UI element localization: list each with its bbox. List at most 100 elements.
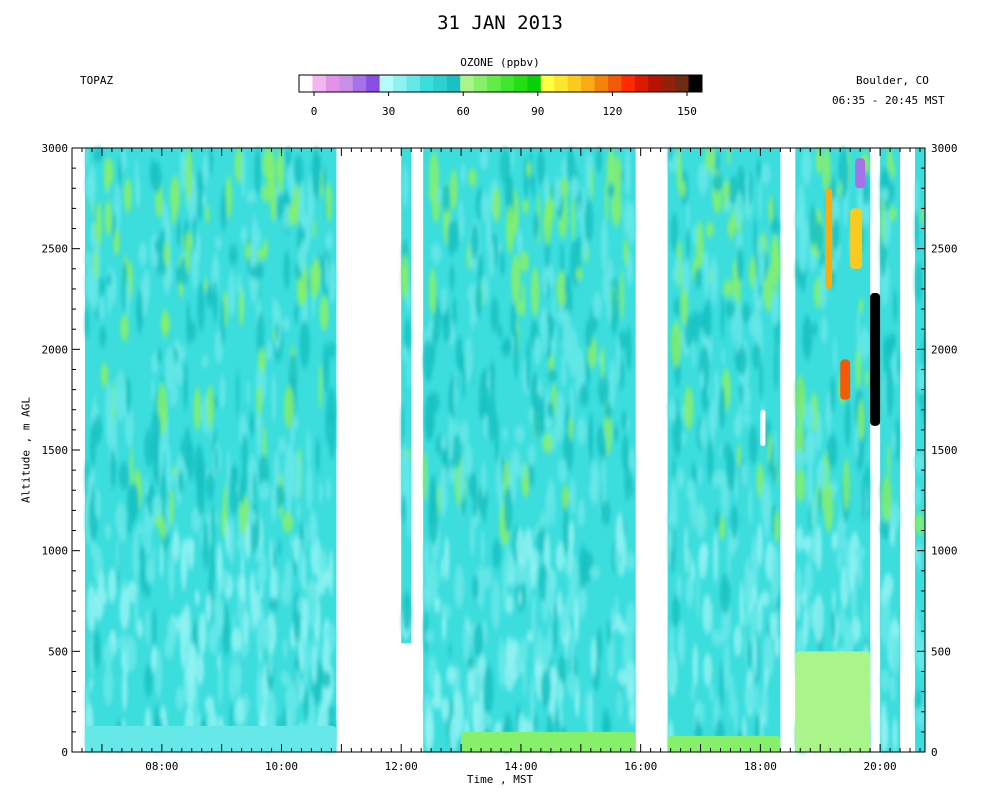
texture-blob — [464, 336, 474, 383]
texture-blob — [753, 274, 760, 314]
texture-blob — [256, 668, 263, 720]
texture-blob — [680, 180, 686, 197]
texture-blob — [160, 312, 171, 335]
texture-blob — [748, 640, 752, 672]
texture-blob — [533, 211, 540, 239]
texture-blob — [755, 673, 760, 726]
texture-blob — [749, 606, 760, 630]
texture-blob — [761, 685, 768, 709]
texture-blob — [560, 355, 567, 388]
texture-blob — [805, 315, 810, 352]
texture-blob — [541, 637, 550, 673]
ozone-feature — [840, 359, 851, 400]
texture-blob — [546, 401, 555, 419]
texture-blob — [536, 150, 545, 185]
texture-blob — [625, 552, 636, 571]
texture-blob — [134, 587, 139, 635]
texture-blob — [106, 274, 113, 287]
texture-blob — [118, 634, 129, 652]
texture-blob — [497, 324, 503, 340]
texture-blob — [502, 336, 513, 352]
texture-blob — [854, 423, 859, 460]
texture-blob — [483, 413, 488, 439]
texture-blob — [325, 182, 333, 222]
texture-blob — [880, 518, 891, 540]
texture-blob — [758, 179, 762, 221]
texture-blob — [613, 425, 619, 443]
texture-blob — [504, 175, 513, 207]
texture-blob — [306, 430, 312, 468]
colorbar-swatch — [513, 75, 528, 92]
texture-blob — [442, 183, 451, 213]
texture-blob — [424, 393, 435, 442]
texture-blob — [462, 376, 466, 400]
texture-blob — [276, 148, 284, 193]
colorbar-swatch — [339, 75, 354, 92]
texture-blob — [184, 537, 195, 554]
texture-blob — [437, 483, 441, 515]
texture-blob — [590, 165, 594, 200]
texture-blob — [267, 647, 274, 677]
texture-blob — [293, 155, 304, 186]
texture-blob — [556, 390, 565, 430]
texture-blob — [455, 336, 463, 370]
texture-blob — [301, 596, 309, 643]
texture-blob — [725, 300, 736, 319]
texture-blob — [322, 167, 327, 191]
texture-blob — [480, 462, 487, 497]
texture-blob — [727, 148, 731, 165]
segment-texture — [400, 164, 412, 639]
texture-blob — [150, 411, 161, 444]
texture-blob — [886, 148, 893, 173]
texture-blob — [494, 415, 499, 465]
texture-blob — [237, 653, 241, 700]
texture-blob — [623, 200, 632, 236]
texture-blob — [402, 592, 412, 632]
colorbar-swatch — [648, 75, 663, 92]
texture-blob — [328, 549, 334, 596]
texture-blob — [259, 584, 264, 599]
texture-blob — [259, 481, 270, 501]
colorbar: 0 30 60 90 120 150 — [298, 74, 703, 118]
texture-blob — [486, 213, 491, 241]
texture-blob — [589, 479, 597, 501]
texture-blob — [297, 283, 308, 306]
texture-blob — [181, 344, 186, 361]
texture-blob — [915, 618, 921, 663]
texture-blob — [152, 608, 157, 650]
texture-blob — [802, 609, 809, 646]
texture-blob — [684, 313, 694, 348]
texture-blob — [733, 624, 743, 657]
texture-blob — [287, 160, 296, 199]
texture-blob — [915, 486, 922, 507]
texture-blob — [522, 198, 530, 213]
texture-blob — [103, 665, 114, 706]
texture-blob — [315, 437, 320, 474]
texture-blob — [267, 148, 276, 194]
texture-blob — [502, 427, 509, 440]
texture-blob — [774, 510, 780, 544]
texture-blob — [707, 438, 714, 484]
texture-blob — [625, 601, 636, 637]
texture-blob — [283, 250, 291, 290]
texture-blob — [587, 154, 593, 168]
texture-blob — [249, 265, 261, 279]
texture-blob — [180, 621, 187, 668]
texture-blob — [585, 318, 593, 349]
texture-blob — [806, 462, 814, 514]
texture-blob — [256, 409, 262, 459]
colorbar-tick-label: 30 — [382, 105, 395, 118]
colorbar-tick-label: 60 — [457, 105, 470, 118]
data-segment — [401, 148, 412, 644]
texture-blob — [810, 495, 818, 530]
texture-blob — [671, 595, 680, 628]
texture-blob — [615, 512, 624, 554]
texture-blob — [698, 545, 708, 579]
texture-blob — [627, 671, 636, 700]
texture-blob — [861, 474, 866, 523]
texture-blob — [220, 569, 229, 591]
texture-blob — [531, 594, 537, 639]
texture-blob — [864, 600, 868, 638]
texture-blob — [423, 451, 428, 501]
texture-blob — [490, 296, 500, 333]
